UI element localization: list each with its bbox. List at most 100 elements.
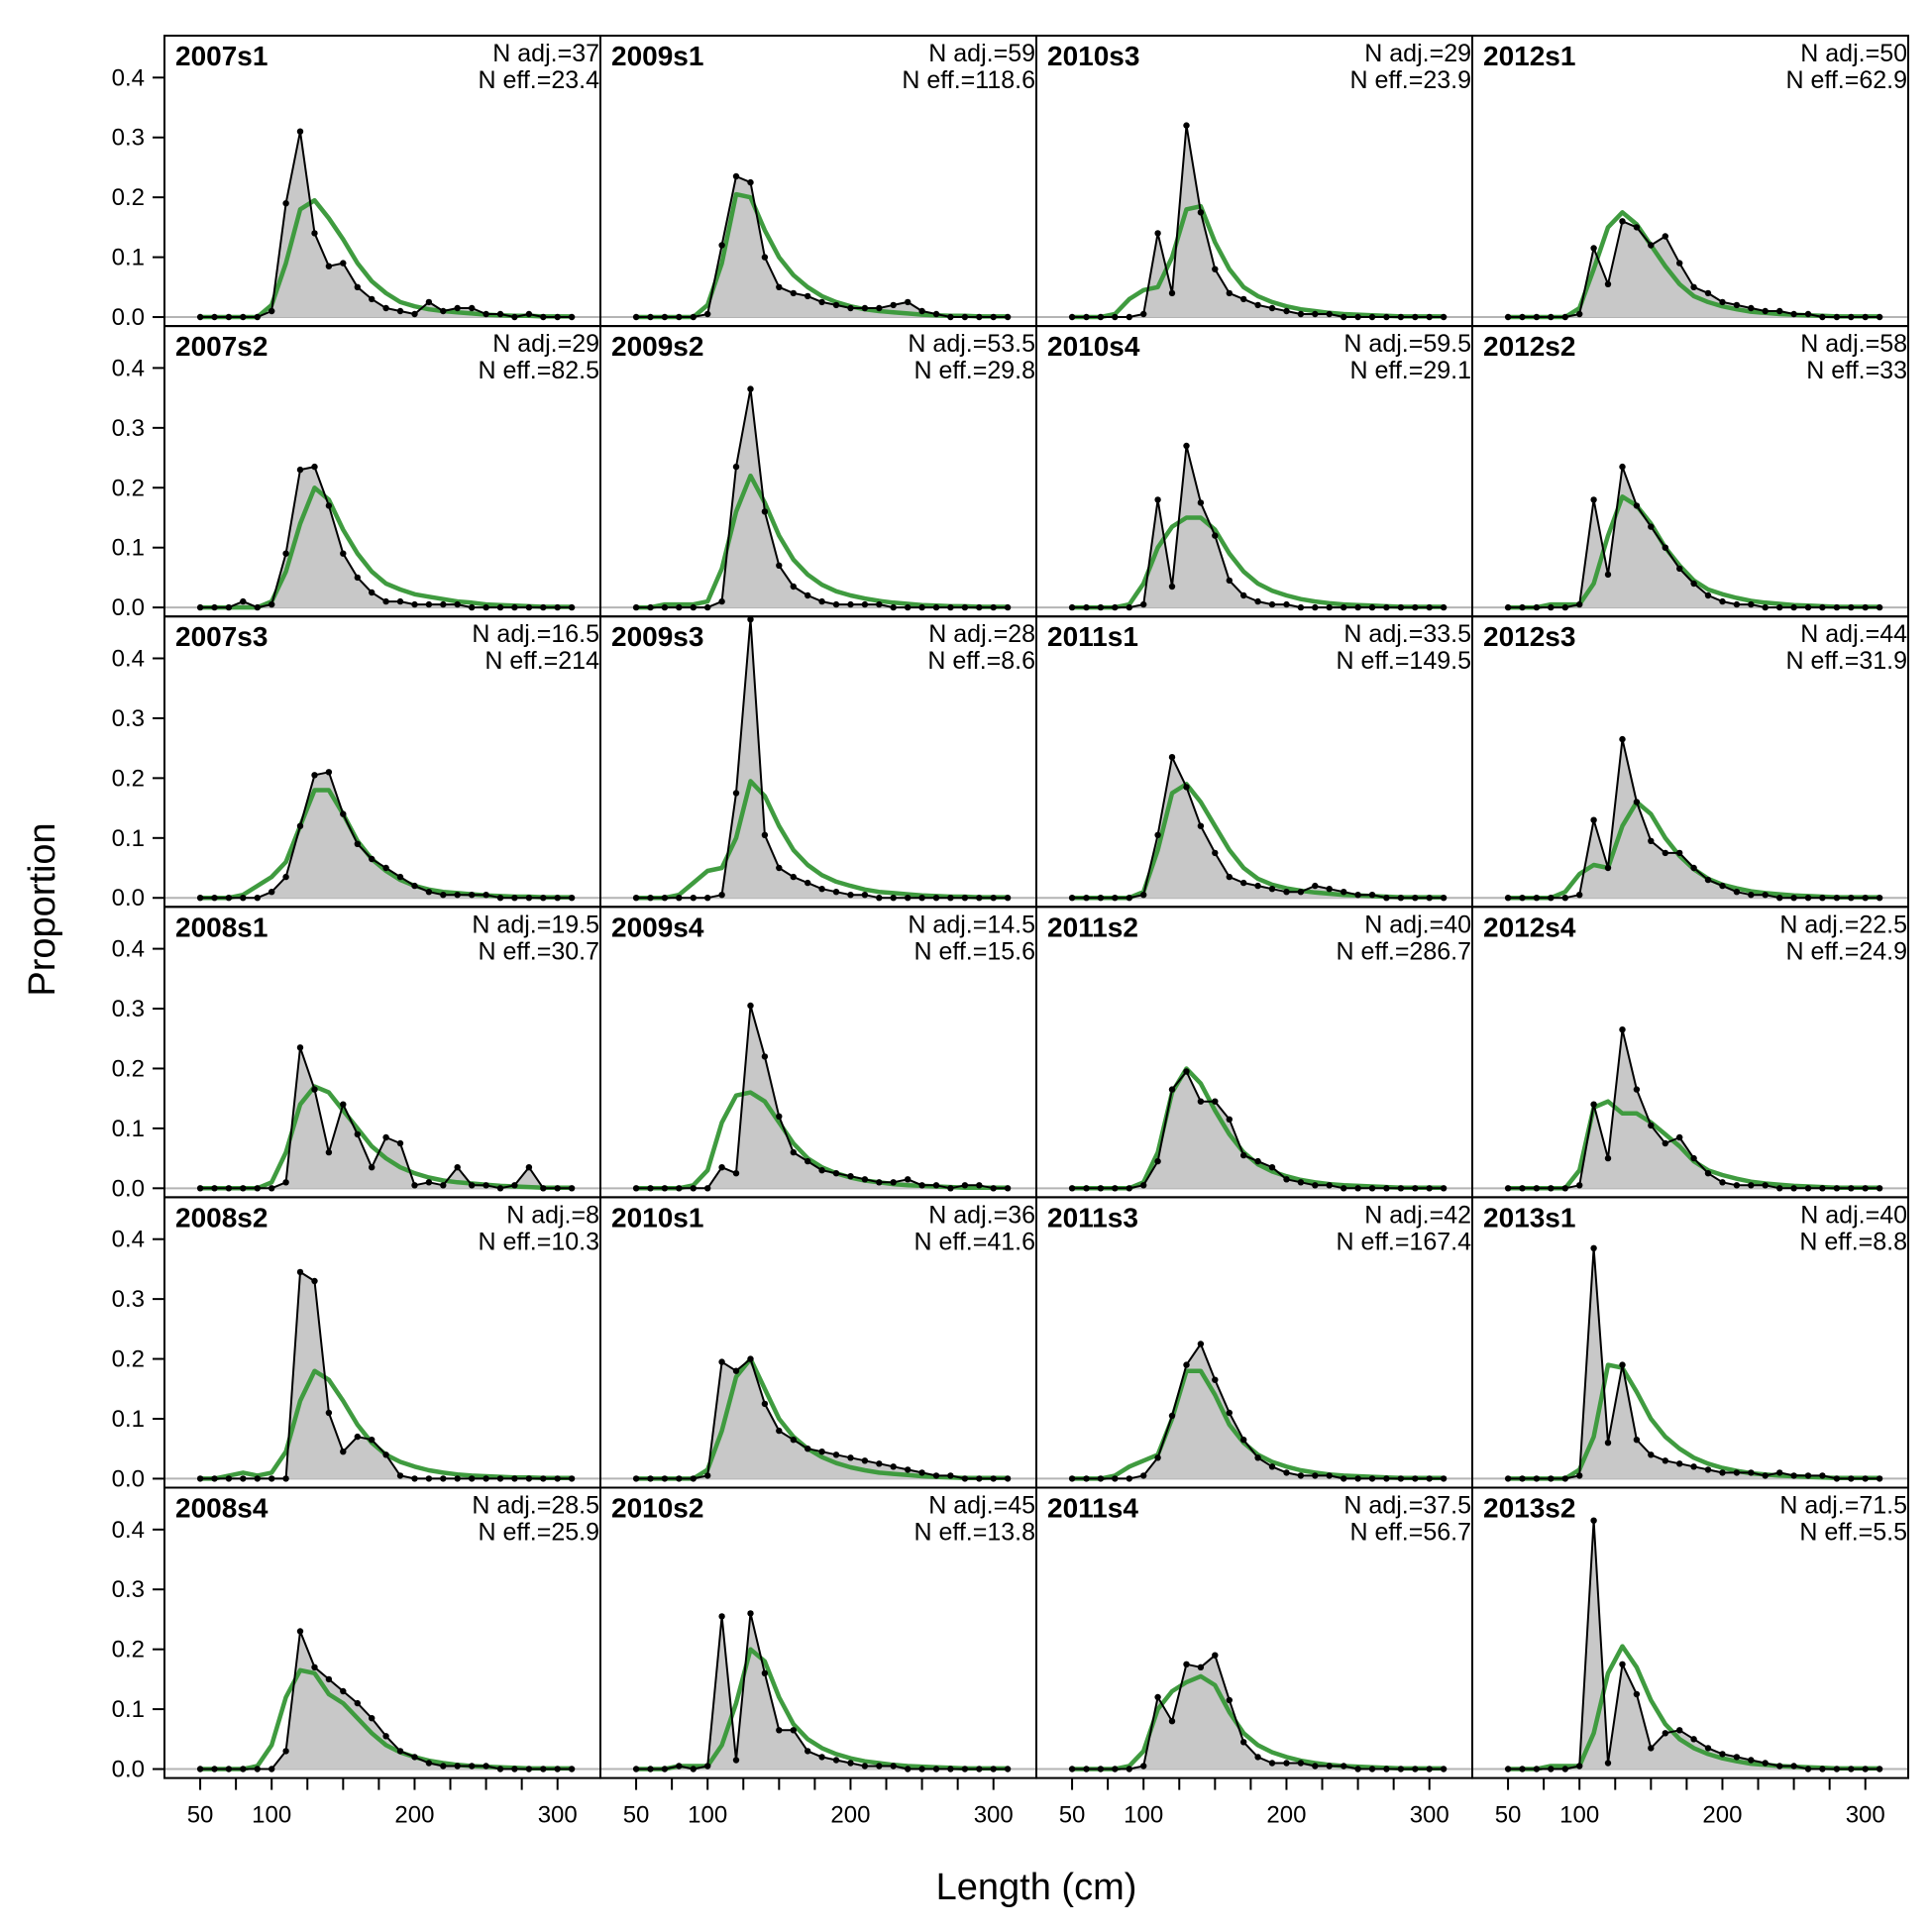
observed-point xyxy=(1426,1185,1433,1192)
observed-point xyxy=(340,1687,347,1695)
observed-point xyxy=(932,1182,940,1189)
observed-point xyxy=(211,1766,218,1772)
observed-point xyxy=(1876,603,1883,611)
observed-point xyxy=(1368,1475,1376,1482)
observed-point xyxy=(1097,1766,1105,1772)
n-adj-label: N adj.=33.5 xyxy=(1343,620,1471,648)
observed-point xyxy=(1297,1179,1305,1186)
observed-point xyxy=(1590,496,1597,503)
observed-point xyxy=(196,313,204,321)
observed-point xyxy=(1004,1185,1012,1192)
observed-point xyxy=(661,895,669,902)
panel-2011s2: 2011s2 N adj.=40N eff.=286.7 xyxy=(1035,906,1473,1199)
observed-point xyxy=(790,1437,797,1444)
observed-point xyxy=(1283,889,1290,896)
observed-point xyxy=(676,895,683,902)
panel-2008s1: 2008s1 N adj.=19.5N eff.=30.7 xyxy=(163,906,601,1199)
observed-point xyxy=(1704,876,1712,884)
observed-point xyxy=(483,1763,489,1770)
observed-point xyxy=(411,1182,418,1189)
observed-point xyxy=(1748,304,1755,312)
observed-point xyxy=(1662,1457,1669,1464)
observed-point xyxy=(1254,301,1261,309)
observed-point xyxy=(805,879,811,887)
observed-point xyxy=(268,889,275,896)
observed-point xyxy=(369,1437,376,1444)
observed-point xyxy=(890,1763,897,1770)
observed-point xyxy=(676,603,683,611)
y-tick-label: 0.0 xyxy=(112,594,145,621)
panel-title: 2010s2 xyxy=(611,1493,703,1524)
observed-point xyxy=(496,310,504,318)
observed-point xyxy=(1848,603,1855,611)
observed-point xyxy=(1719,597,1726,605)
observed-point xyxy=(1297,1760,1305,1767)
observed-point xyxy=(905,1766,912,1772)
observed-point xyxy=(1097,1475,1105,1482)
observed-point xyxy=(732,463,740,471)
observed-point xyxy=(1776,1185,1783,1192)
observed-point xyxy=(1719,882,1726,890)
observed-point xyxy=(818,1167,825,1174)
observed-point xyxy=(1604,1760,1612,1767)
observed-point xyxy=(1804,310,1812,318)
observed-point xyxy=(354,574,361,582)
observed-point xyxy=(254,1475,261,1482)
observed-point xyxy=(425,1179,433,1186)
panel-2010s2: 2010s2 N adj.=45N eff.=13.8 xyxy=(599,1486,1037,1779)
observed-point xyxy=(1804,1766,1812,1772)
n-eff-label: N eff.=8.6 xyxy=(927,647,1035,675)
observed-point xyxy=(932,1766,940,1772)
observed-point xyxy=(1283,1176,1290,1183)
observed-point xyxy=(1097,1185,1105,1192)
observed-area xyxy=(200,772,573,899)
observed-point xyxy=(268,600,275,608)
observed-point xyxy=(918,1766,925,1772)
observed-point xyxy=(311,1086,318,1093)
panel-2009s3: 2009s3 N adj.=28N eff.=8.6 xyxy=(599,615,1037,909)
observed-point xyxy=(976,1182,983,1189)
observed-point xyxy=(568,1766,576,1772)
observed-point xyxy=(225,1185,233,1192)
observed-area xyxy=(200,1631,573,1770)
observed-point xyxy=(1819,1472,1826,1479)
n-eff-label: N eff.=15.6 xyxy=(913,937,1035,965)
observed-point xyxy=(1326,310,1333,318)
observed-point xyxy=(440,1182,447,1189)
observed-point xyxy=(1833,1185,1841,1192)
observed-point xyxy=(1748,892,1755,899)
expected-line xyxy=(636,1647,1009,1771)
panel-title: 2009s3 xyxy=(611,621,703,652)
observed-point xyxy=(1083,895,1090,902)
observed-point xyxy=(411,600,418,608)
observed-point xyxy=(861,304,869,312)
panel-2012s3: 2012s3 N adj.=44N eff.=31.9 xyxy=(1471,615,1909,909)
y-tick-label: 0.3 xyxy=(112,125,145,152)
observed-point xyxy=(496,1766,504,1772)
observed-point xyxy=(1533,1766,1541,1772)
panel-title: 2011s2 xyxy=(1047,912,1138,942)
observed-point xyxy=(1819,895,1826,902)
x-axis: 50 100 200 300 50 100 200 300 50 100 200 300 50 100 20… xyxy=(187,1777,1885,1829)
observed-point xyxy=(1548,1475,1555,1482)
n-eff-label: N eff.=24.9 xyxy=(1785,937,1907,965)
observed-point xyxy=(1704,1745,1712,1752)
observed-point xyxy=(704,310,711,318)
observed-point xyxy=(1140,310,1147,318)
observed-point xyxy=(1662,1730,1669,1737)
observed-point xyxy=(325,1409,333,1417)
observed-point xyxy=(632,1766,640,1772)
observed-point xyxy=(225,1766,233,1772)
observed-point xyxy=(1633,1437,1641,1444)
observed-point xyxy=(976,1475,983,1482)
observed-point xyxy=(1519,1185,1526,1192)
observed-point xyxy=(396,597,404,605)
observed-point xyxy=(1862,603,1869,611)
observed-point xyxy=(525,1164,533,1171)
observed-point xyxy=(732,1757,740,1764)
n-eff-label: N eff.=30.7 xyxy=(478,937,599,965)
observed-point xyxy=(1412,1185,1419,1192)
panel-title: 2012s1 xyxy=(1483,41,1575,71)
observed-point xyxy=(211,895,218,902)
observed-point xyxy=(1833,313,1841,321)
